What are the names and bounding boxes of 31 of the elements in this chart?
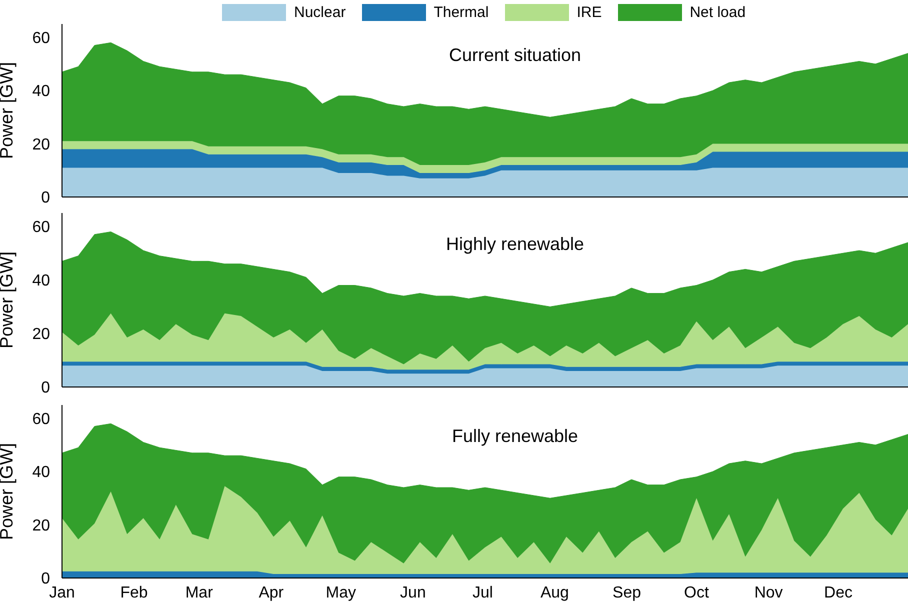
x-tick-label: Jul [472, 584, 493, 602]
x-tick-label: May [326, 584, 356, 602]
y-tick-label: 40 [32, 272, 50, 290]
x-tick-label: Apr [258, 584, 284, 602]
y-tick-label: 0 [41, 380, 50, 397]
x-tick-label: Jan [49, 584, 75, 602]
y-tick-label: 60 [32, 219, 50, 236]
text: Highly renewable [446, 234, 584, 254]
x-tick-label: Oct [684, 584, 710, 602]
x-tick-label: Aug [540, 584, 569, 602]
x-tick-label: Dec [824, 584, 852, 602]
x-tick-label: Feb [120, 584, 148, 602]
y-tick-label: 40 [32, 464, 50, 482]
legend-label: Nuclear [294, 4, 346, 21]
y-tick-label: 20 [32, 517, 50, 534]
y-tick-label: 20 [32, 326, 50, 344]
y-tick-label: 60 [32, 30, 50, 47]
x-tick-label: Jun [400, 584, 426, 602]
legend-label: Net load [690, 4, 746, 21]
legend-label: Thermal [434, 4, 489, 21]
y-tick-label: 0 [41, 570, 50, 588]
text: Fully renewable [452, 426, 578, 446]
y-tick-label: 0 [41, 190, 50, 207]
y-tick-label: 20 [32, 136, 50, 154]
x-tick-label: Sep [612, 584, 642, 602]
text: Current situation [448, 44, 582, 65]
y-tick-label: 40 [32, 83, 50, 100]
x-tick-label: Mar [185, 584, 214, 602]
x-tick-label: Nov [754, 584, 783, 602]
legend-label: IRE [576, 4, 602, 21]
y-tick-label: 60 [32, 410, 50, 428]
